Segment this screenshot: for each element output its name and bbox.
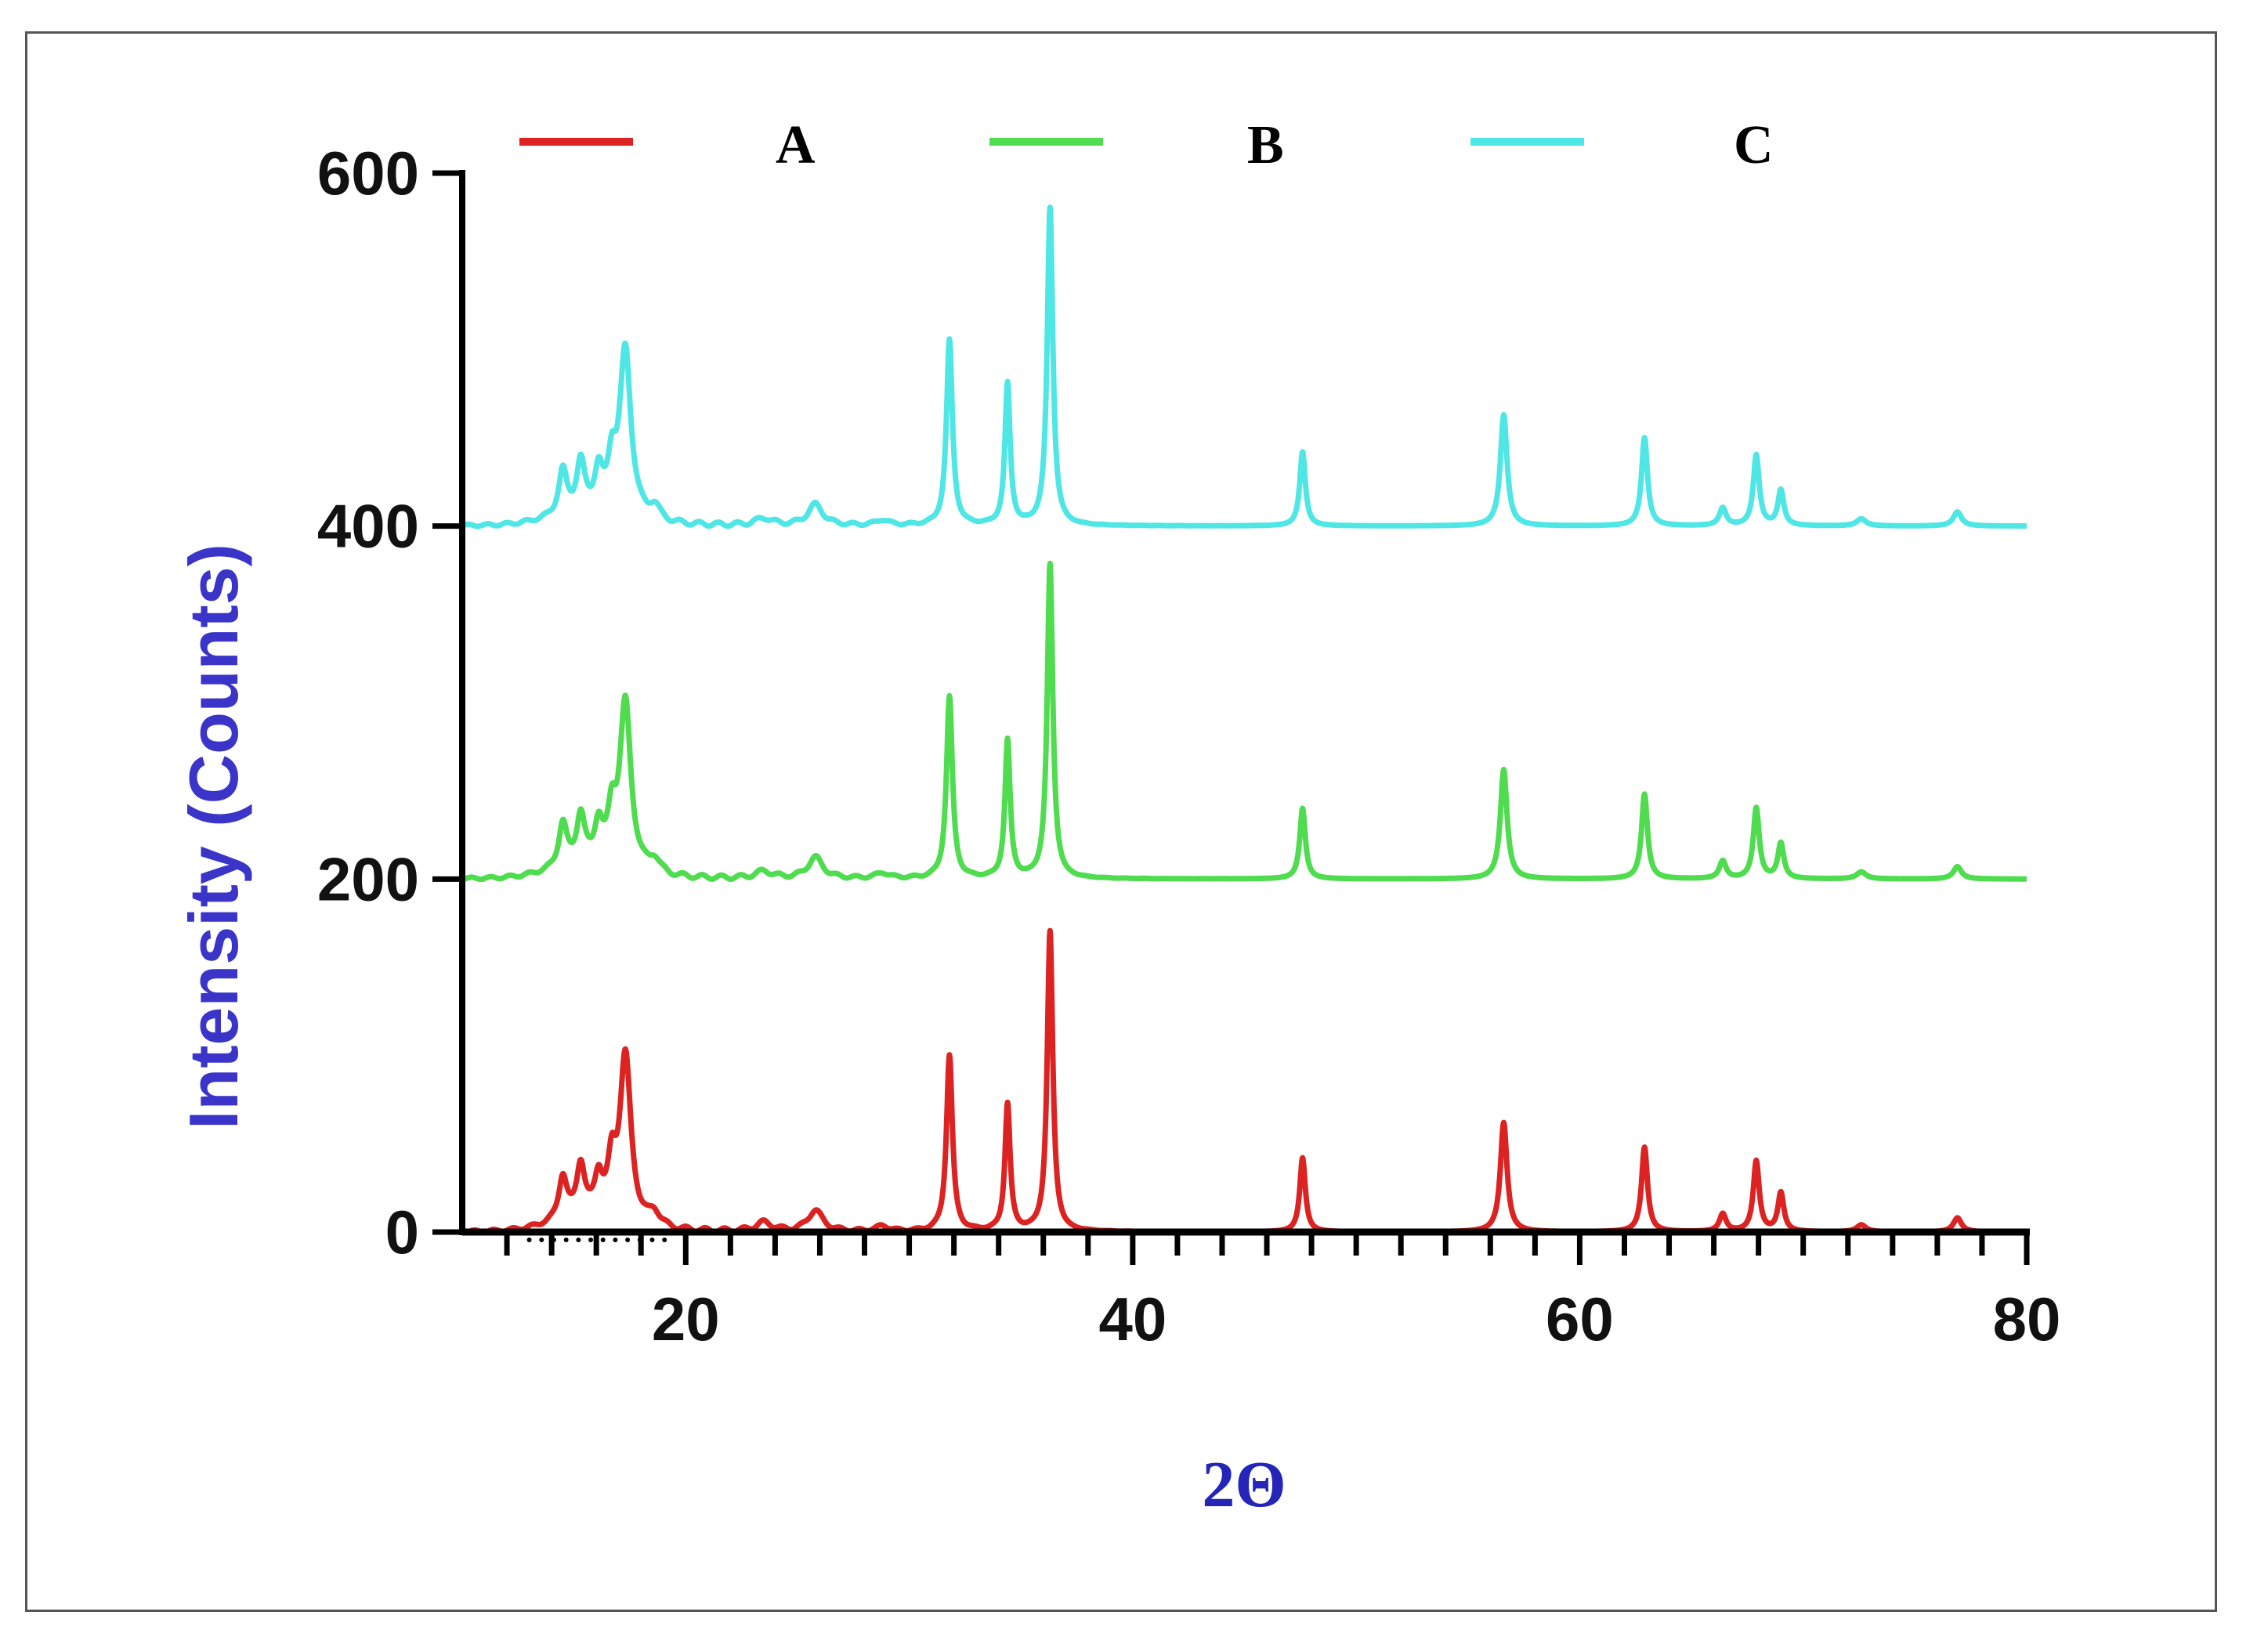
baseline-dot <box>600 1238 606 1242</box>
series-layer <box>460 204 2029 1235</box>
x-axis-label: 2Θ <box>1202 1448 1286 1521</box>
baseline-dot <box>588 1238 594 1242</box>
legend-label-C: C <box>1734 115 1774 175</box>
figure-frame: A B C 20 40 60 80 0 200 400 600 Intensity (Counts… <box>25 31 2217 1612</box>
series-line-C <box>460 204 2029 529</box>
baseline-dot <box>526 1238 532 1242</box>
legend-label-A: A <box>776 115 816 175</box>
x-tick-label: 80 <box>1993 1285 2061 1353</box>
y-tick-label: 0 <box>385 1198 419 1267</box>
xrd-chart: A B C 20 40 60 80 0 200 400 600 Intensity (Counts… <box>175 115 2061 1521</box>
baseline-dot <box>539 1238 544 1242</box>
baseline-dot <box>613 1238 618 1242</box>
x-tick-label: 60 <box>1546 1285 1614 1353</box>
baseline-dot <box>576 1238 581 1242</box>
y-axis-label: Intensity (Counts) <box>175 544 252 1129</box>
series-line-B <box>460 560 2029 883</box>
baseline-dot <box>649 1238 655 1242</box>
baseline-dot <box>563 1238 569 1242</box>
baseline-dot <box>625 1238 631 1242</box>
legend-label-B: B <box>1247 115 1284 175</box>
baseline-dot <box>662 1238 667 1242</box>
x-tick-label: 20 <box>652 1285 720 1353</box>
legend: A B C <box>519 115 1774 175</box>
y-tick-label: 400 <box>317 492 419 561</box>
axes: 20 40 60 80 0 200 400 600 <box>317 139 2061 1353</box>
y-tick-label: 200 <box>317 844 419 913</box>
x-tick-label: 40 <box>1098 1285 1167 1353</box>
y-tick-label: 600 <box>317 139 419 208</box>
series-line-A <box>460 927 2029 1235</box>
